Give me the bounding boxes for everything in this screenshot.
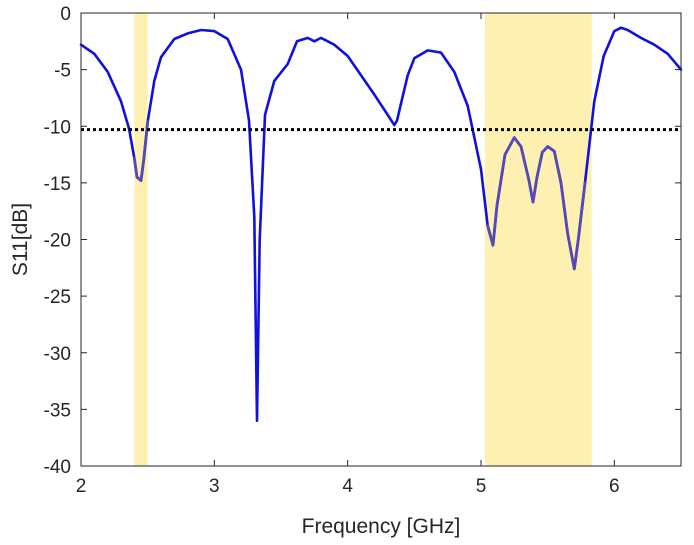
y-axis-title: S11[dB]	[9, 203, 32, 276]
x-axis-ticks: 2 3 4 5 6	[76, 13, 620, 497]
x-tick-label: 6	[609, 476, 620, 497]
series-line-band-segment-1	[132, 120, 150, 183]
frequency-bands	[134, 13, 592, 466]
y-tick-label: -35	[44, 400, 71, 421]
y-tick-label: -30	[44, 344, 71, 365]
y-tick-label: 0	[60, 4, 71, 25]
band-1	[134, 13, 148, 466]
y-tick-label: -10	[44, 117, 71, 138]
y-tick-label: -15	[44, 174, 71, 195]
x-tick-label: 5	[476, 476, 487, 497]
y-tick-label: -40	[44, 457, 71, 478]
band-2	[485, 13, 592, 466]
y-tick-label: -20	[44, 231, 71, 252]
x-axis-title: Frequency [GHz]	[302, 515, 461, 538]
y-tick-label: -25	[44, 287, 71, 308]
x-tick-label: 4	[342, 476, 353, 497]
x-tick-label: 2	[76, 476, 87, 497]
y-tick-label: -5	[54, 61, 71, 82]
series-group	[79, 26, 683, 423]
series-line-band-segment-2	[486, 136, 587, 271]
y-axis-ticks: 0 -5 -10 -15 -20 -25 -30 -35 -40	[44, 4, 681, 478]
x-tick-label: 3	[209, 476, 220, 497]
